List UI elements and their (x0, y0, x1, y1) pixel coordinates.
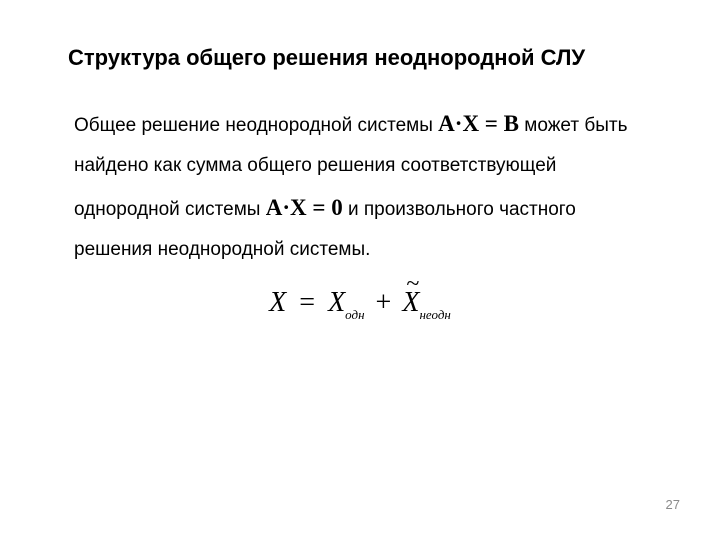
body-text: Общее решение неоднородной системы А·Х =… (68, 101, 652, 269)
plus-sign: + (372, 287, 396, 318)
body-part-1: Общее решение неоднородной системы (74, 115, 438, 136)
equation-1: А·Х = В (438, 111, 519, 136)
formula-x-neodn: ~Xнеодн (402, 287, 451, 322)
subscript-odn: одн (345, 307, 364, 322)
formula-x-lhs: X (269, 287, 286, 318)
formula: X = Xодн + ~Xнеодн (68, 287, 652, 322)
page-number: 27 (666, 497, 680, 512)
equation-2: А·Х = 0 (266, 195, 343, 220)
equals-sign: = (293, 287, 321, 318)
slide: Структура общего решения неоднородной СЛ… (0, 0, 720, 540)
tilde-accent: ~ (406, 271, 419, 298)
formula-x-1: X (328, 287, 345, 318)
subscript-neodn: неодн (419, 307, 450, 322)
formula-x-odn: Xодн (328, 287, 364, 318)
slide-title: Структура общего решения неоднородной СЛ… (68, 44, 652, 73)
